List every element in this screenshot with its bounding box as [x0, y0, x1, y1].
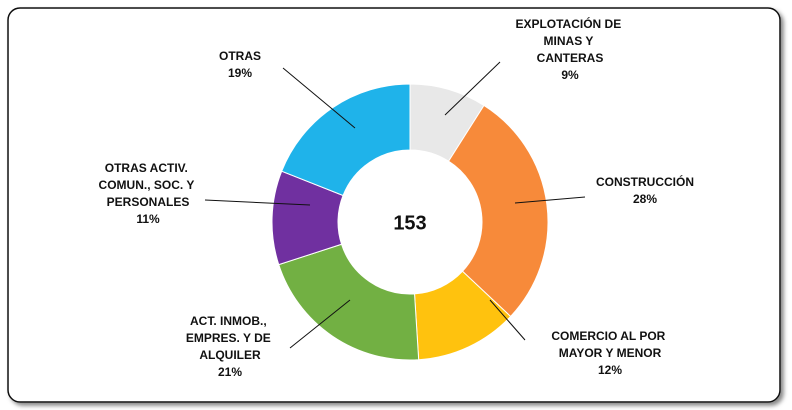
- donut-slice: [447, 104, 549, 318]
- category-label: OTRAS ACTIV. COMUN., SOC. Y PERSONALES: [99, 161, 198, 209]
- leader-line: [289, 299, 351, 349]
- value-label: 21%: [218, 365, 242, 379]
- category-label: EXPLOTACIÓN DE MINAS Y CANTERAS: [515, 16, 624, 65]
- leader-line: [514, 196, 586, 204]
- donut: [271, 83, 549, 361]
- leader-line: [204, 199, 311, 206]
- value-label: 19%: [228, 66, 252, 80]
- donut-slice: [278, 243, 420, 361]
- category-label: CONSTRUCCIÓN: [596, 174, 694, 189]
- center-label: 153: [393, 212, 426, 234]
- category-label: OTRAS: [219, 49, 261, 63]
- leader-line: [444, 61, 501, 116]
- donut-slice: [281, 83, 411, 197]
- value-label: 9%: [561, 68, 579, 82]
- value-label: 12%: [598, 363, 622, 377]
- card: [7, 7, 781, 403]
- value-label: 11%: [136, 212, 160, 226]
- leader-line: [489, 299, 526, 341]
- leader-line: [282, 67, 356, 129]
- category-label: ACT. INMOB., EMPRES. Y DE ALQUILER: [186, 314, 274, 362]
- category-label: COMERCIO AL POR MAYOR Y MENOR: [551, 329, 668, 360]
- value-label: 28%: [633, 192, 657, 206]
